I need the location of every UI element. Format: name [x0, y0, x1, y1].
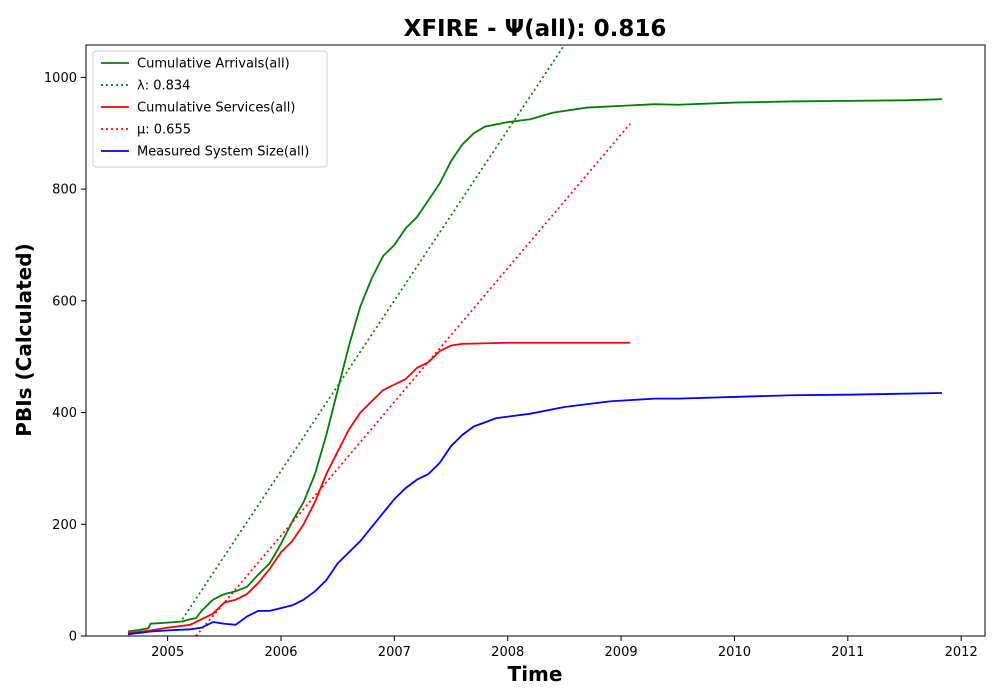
y-tick-label-600: 600: [52, 294, 77, 309]
y-axis-title: PBIs (Calculated): [12, 243, 36, 436]
legend-label-cumulative-services-all: Cumulative Services(all): [137, 101, 295, 116]
series-line-1: [127, 98, 942, 633]
x-tick-label-2007: 2007: [378, 645, 411, 660]
x-tick-label-2009: 2009: [605, 645, 638, 660]
x-axis-title: Time: [508, 662, 563, 686]
y-tick-label-0: 0: [69, 630, 77, 645]
x-tick-label-2008: 2008: [491, 645, 524, 660]
legend-label-0-834: λ: 0.834: [137, 79, 190, 94]
legend-frame: [92, 50, 328, 168]
series-line-4: [195, 123, 631, 636]
chart-title: XFIRE - Ψ(all): 0.816: [404, 16, 667, 42]
series-line-5: [127, 392, 942, 636]
x-tick-label-2005: 2005: [151, 645, 184, 660]
y-axis: 0 200 400 600 800 1000: [44, 71, 86, 645]
y-tick-label-800: 800: [52, 183, 77, 198]
plot-area-frame: [85, 44, 986, 637]
x-axis: 2005 2006 2007 2008 2009 2010 2011 2012: [151, 636, 978, 660]
y-tick-label-1000: 1000: [44, 71, 77, 86]
series-line-3: [127, 341, 631, 635]
y-tick-label-400: 400: [52, 406, 77, 421]
legend: Cumulative Arrivals(all) λ: 0.834 Cumulati…: [92, 50, 328, 168]
x-tick-label-2012: 2012: [945, 645, 978, 660]
x-tick-label-2010: 2010: [718, 645, 751, 660]
x-tick-label-2011: 2011: [831, 645, 864, 660]
legend-label-cumulative-arrivals-all: Cumulative Arrivals(all): [137, 57, 290, 72]
x-tick-label-2006: 2006: [264, 645, 297, 660]
plot-series: [127, 45, 942, 636]
legend-label-0-655: μ: 0.655: [137, 123, 191, 138]
y-tick-label-200: 200: [52, 518, 77, 533]
legend-label-measured-system-size-all: Measured System Size(all): [137, 145, 309, 160]
